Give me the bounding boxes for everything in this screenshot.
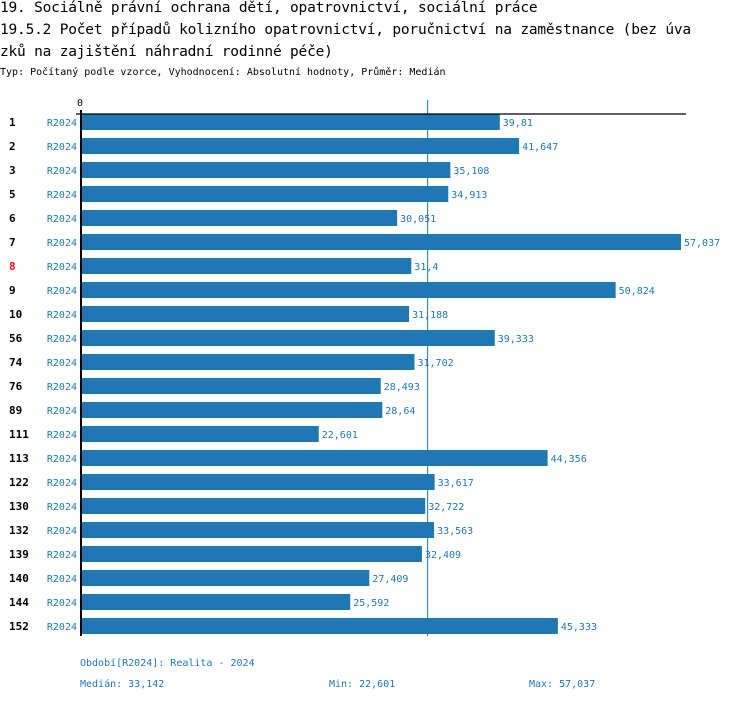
value-label: 28,64: [385, 406, 415, 417]
series-label: R2024: [47, 406, 77, 417]
series-label: R2024: [47, 550, 77, 561]
x-tick-label: 0: [77, 98, 83, 109]
chart-title-line-2: zků na zajištění náhradní rodinné péče): [0, 44, 333, 60]
value-label: 31,702: [417, 358, 453, 369]
series-label: R2024: [47, 262, 77, 273]
category-label: 113: [9, 452, 29, 465]
value-label: 34,913: [451, 190, 487, 201]
footer-max: Max: 57,037: [529, 679, 596, 690]
bar: [81, 306, 410, 322]
bar: [81, 594, 351, 610]
value-label: 45,333: [561, 622, 597, 633]
series-label: R2024: [47, 382, 77, 393]
bar: [81, 330, 495, 346]
value-label: 28,493: [384, 382, 420, 393]
series-label: R2024: [47, 238, 77, 249]
bar: [81, 618, 558, 634]
category-label: 6: [9, 212, 16, 225]
value-label: 31,4: [414, 262, 438, 273]
value-label: 32,409: [425, 550, 461, 561]
bar: [81, 402, 383, 418]
footer-median: Medián: 33,142: [80, 679, 165, 690]
bar: [81, 186, 449, 202]
series-label: R2024: [47, 334, 77, 345]
bar: [81, 138, 520, 154]
bar: [81, 162, 451, 178]
bar: [81, 450, 548, 466]
category-label: 122: [9, 476, 29, 489]
category-label: 130: [9, 500, 29, 513]
bar: [81, 258, 412, 274]
bar: [81, 210, 398, 226]
category-label: 8: [9, 260, 16, 273]
value-label: 30,051: [400, 214, 436, 225]
category-label: 1: [9, 116, 16, 129]
series-label: R2024: [47, 478, 77, 489]
bar: [81, 234, 681, 250]
category-label: 76: [9, 380, 23, 393]
chart-meta-info: Typ: Počítaný podle vzorce, Vyhodnocení:…: [0, 67, 446, 78]
series-label: R2024: [47, 190, 77, 201]
footer-period: Období[R2024]: Realita - 2024: [80, 658, 255, 669]
category-label: 74: [9, 356, 23, 369]
category-label: 5: [9, 188, 16, 201]
category-label: 89: [9, 404, 22, 417]
series-label: R2024: [47, 166, 77, 177]
bar: [81, 570, 370, 586]
chart-title-line-1: 19.5.2 Počet případů kolizního opatrovni…: [0, 22, 691, 38]
category-label: 139: [9, 548, 29, 561]
category-label: 3: [9, 164, 16, 177]
series-label: R2024: [47, 310, 77, 321]
series-label: R2024: [47, 622, 77, 633]
category-label: 152: [9, 620, 29, 633]
series-label: R2024: [47, 358, 77, 369]
value-label: 57,037: [684, 238, 720, 249]
category-label: 7: [9, 236, 16, 249]
category-label: 9: [9, 284, 16, 297]
bar: [81, 426, 319, 442]
category-label: 132: [9, 524, 29, 537]
value-label: 35,108: [453, 166, 489, 177]
bar: [81, 474, 435, 490]
bar: [81, 114, 500, 130]
bar: [81, 354, 415, 370]
category-label: 10: [9, 308, 22, 321]
category-label: 2: [9, 140, 16, 153]
category-label: 140: [9, 572, 29, 585]
bar: [81, 498, 426, 514]
value-label: 32,722: [428, 502, 464, 513]
series-label: R2024: [47, 286, 77, 297]
value-label: 33,563: [437, 526, 473, 537]
category-label: 111: [9, 428, 29, 441]
series-label: R2024: [47, 526, 77, 537]
value-label: 41,647: [522, 142, 558, 153]
category-label: 56: [9, 332, 23, 345]
value-label: 50,824: [619, 286, 655, 297]
chart-section-title: 19. Sociálně právní ochrana dětí, opatro…: [0, 0, 538, 16]
series-label: R2024: [47, 118, 77, 129]
footer-min: Min: 22,601: [329, 679, 396, 690]
bar: [81, 378, 381, 394]
series-label: R2024: [47, 502, 77, 513]
bar: [81, 546, 422, 562]
series-label: R2024: [47, 598, 77, 609]
series-label: R2024: [47, 142, 77, 153]
series-label: R2024: [47, 574, 77, 585]
value-label: 25,592: [353, 598, 389, 609]
value-label: 27,409: [372, 574, 408, 585]
value-label: 22,601: [322, 430, 358, 441]
bar: [81, 282, 616, 298]
bar: [81, 522, 435, 538]
value-label: 39,333: [498, 334, 534, 345]
value-label: 31,188: [412, 310, 448, 321]
series-label: R2024: [47, 454, 77, 465]
category-label: 144: [9, 596, 29, 609]
series-label: R2024: [47, 430, 77, 441]
value-label: 44,356: [551, 454, 587, 465]
value-label: 39,81: [503, 118, 533, 129]
value-label: 33,617: [438, 478, 474, 489]
series-label: R2024: [47, 214, 77, 225]
